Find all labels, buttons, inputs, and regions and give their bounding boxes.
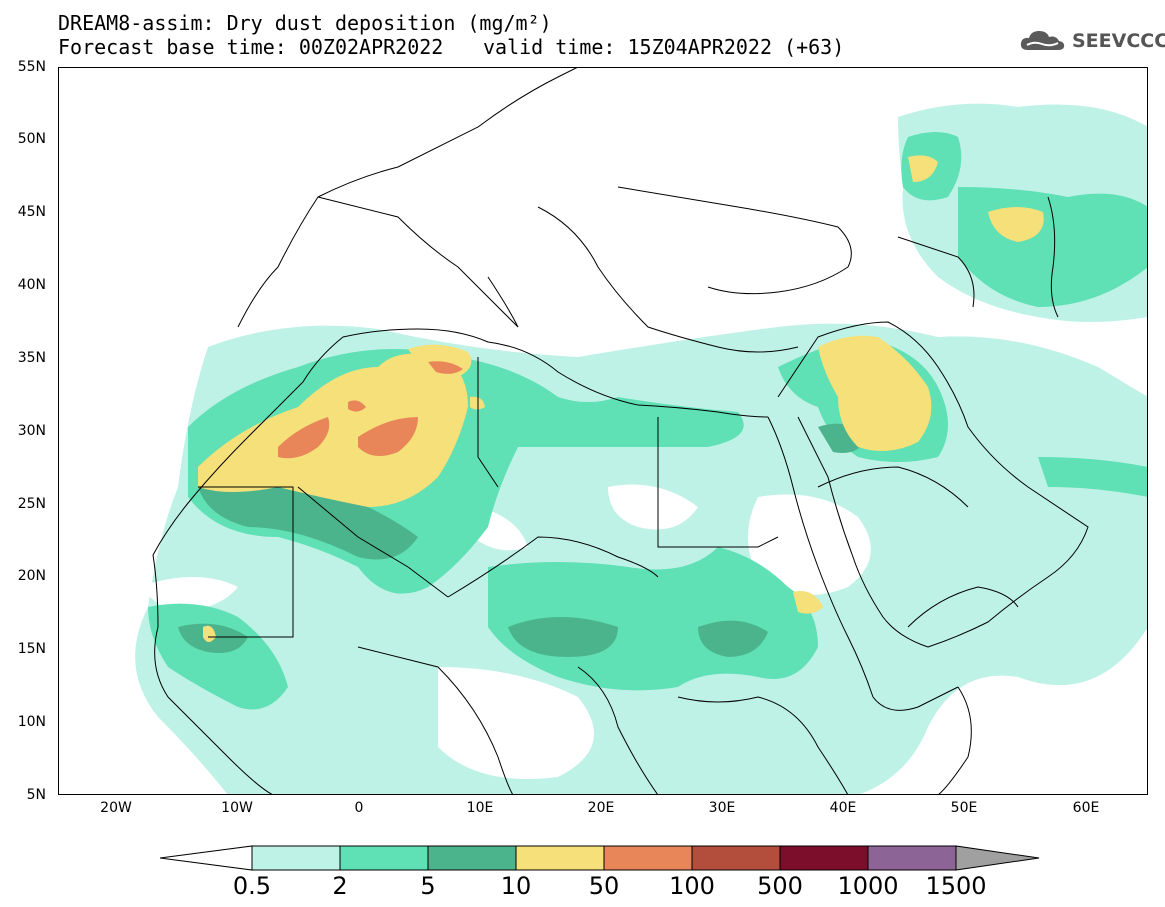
colorbar-label: 100 xyxy=(669,872,715,900)
lon-label: 40E xyxy=(829,800,857,816)
lon-label: 10W xyxy=(221,800,253,816)
cloud-logo-icon xyxy=(1020,31,1065,50)
colorbar-swatch xyxy=(779,845,869,871)
contour-level-50 xyxy=(278,361,463,459)
forecast-base-time: Forecast base time: 00Z02APR2022 xyxy=(58,35,444,59)
colorbar-label: 1000 xyxy=(837,872,899,900)
lat-label: 45N xyxy=(17,204,46,220)
dust-deposition-map xyxy=(58,66,1149,796)
colorbar-over-arrow xyxy=(955,845,1040,871)
colorbar-swatch xyxy=(867,845,957,871)
colorbar-label: 50 xyxy=(588,872,620,900)
lon-label: 60E xyxy=(1072,800,1100,816)
lat-label: 30N xyxy=(17,423,46,439)
colorbar-swatch xyxy=(515,845,605,871)
colorbar-swatch xyxy=(427,845,517,871)
chart-title: DREAM8-assim: Dry dust deposition (mg/m²… xyxy=(58,11,552,35)
colorbar-swatch xyxy=(603,845,693,871)
colorbar-swatch xyxy=(691,845,781,871)
colorbar-label: 1500 xyxy=(925,872,987,900)
valid-time: valid time: 15Z04APR2022 (+63) xyxy=(483,35,845,59)
colorbar xyxy=(160,845,1040,871)
seevccc-logo: SEEVCCC xyxy=(1018,28,1165,54)
contour-level-5 xyxy=(178,423,868,657)
lat-label: 25N xyxy=(17,496,46,512)
lat-label: 35N xyxy=(17,350,46,366)
lon-label: 30E xyxy=(708,800,736,816)
lon-label: 20W xyxy=(100,800,132,816)
colorbar-swatch xyxy=(339,845,429,871)
map-svg xyxy=(58,66,1149,796)
contour-level-10 xyxy=(198,155,1044,642)
lat-label: 55N xyxy=(17,59,46,75)
lat-label: 40N xyxy=(17,277,46,293)
coastlines-borders xyxy=(152,66,1089,796)
colorbar-label: 500 xyxy=(757,872,803,900)
colorbar-label: 0.5 xyxy=(232,872,272,900)
colorbar-label: 2 xyxy=(332,872,348,900)
colorbar-label: 10 xyxy=(500,872,532,900)
lat-label: 20N xyxy=(17,568,46,584)
logo-text: SEEVCCC xyxy=(1072,30,1165,52)
lat-label: 15N xyxy=(17,641,46,657)
colorbar-label: 5 xyxy=(420,872,436,900)
lat-label: 5N xyxy=(26,787,46,803)
lon-label: 50E xyxy=(950,800,978,816)
lat-label: 50N xyxy=(17,131,46,147)
colorbar-swatch xyxy=(251,845,341,871)
lat-label: 10N xyxy=(17,714,46,730)
lon-label: 10E xyxy=(466,800,494,816)
lon-label: 0 xyxy=(354,800,364,816)
map-frame xyxy=(58,67,1148,795)
lon-label: 20E xyxy=(587,800,615,816)
colorbar-under-arrow xyxy=(160,845,253,871)
